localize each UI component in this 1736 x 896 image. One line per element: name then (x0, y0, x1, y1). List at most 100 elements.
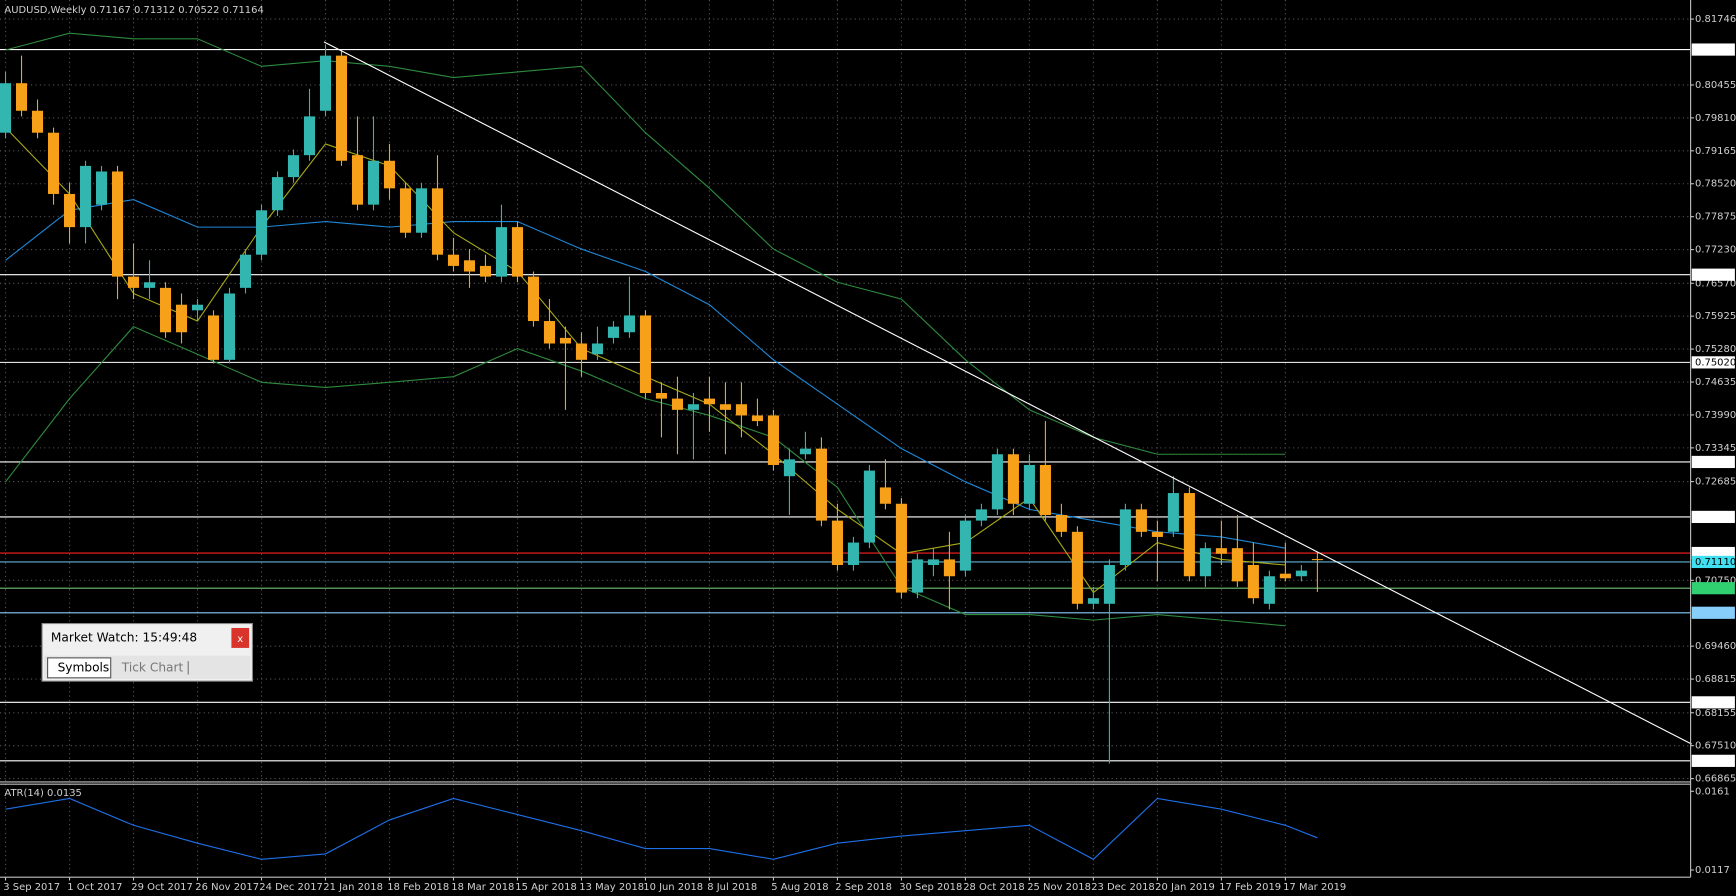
y-tick-label: 0.74635 (1695, 377, 1736, 388)
candle-body (975, 509, 987, 521)
candle-body (255, 210, 268, 255)
candle-body (575, 343, 588, 360)
close-button-label[interactable]: x (237, 634, 243, 645)
x-tick-label: 20 Jan 2019 (1155, 882, 1215, 893)
candle-body (239, 254, 252, 288)
y-tick-label: 0.78520 (1695, 179, 1736, 190)
candle-body (175, 304, 188, 333)
price-level-label: 0.71110 (1695, 557, 1736, 568)
indicator-line (5, 325, 1286, 627)
candle-body (591, 343, 604, 355)
candle-body (719, 404, 731, 410)
tab-symbols[interactable] (47, 657, 112, 679)
y-tick-label: 0.67510 (1695, 741, 1736, 752)
y-tick-label: 0.76570 (1695, 278, 1736, 289)
candle-body (703, 398, 715, 405)
candle-body (63, 193, 76, 228)
candle-body (1199, 548, 1211, 577)
y-tick-label: 0.77875 (1695, 212, 1736, 223)
candle-body (287, 155, 300, 178)
price-level-box (1691, 696, 1735, 709)
candle-body (1039, 464, 1051, 515)
candle-body (783, 459, 795, 477)
candle-body (623, 315, 636, 333)
x-tick-label: 8 Jul 2018 (707, 882, 757, 893)
candle-body (927, 559, 939, 566)
y-tick-label: 0.69460 (1695, 641, 1736, 652)
candle-body (911, 559, 923, 593)
candle-body (1231, 548, 1243, 582)
price-level-box (1691, 510, 1735, 524)
candle-body (1151, 531, 1163, 537)
x-tick-label: 3 Sep 2017 (3, 882, 60, 893)
x-tick-label: 10 Jun 2018 (643, 882, 703, 893)
candle-body (399, 188, 412, 233)
price-level-label: 0.75020 (1695, 357, 1736, 368)
candle-body (415, 188, 428, 233)
y-tick-label: 0.73345 (1695, 443, 1736, 454)
plot (0, 32, 1693, 860)
candle-body (495, 227, 508, 277)
price-level-box (1691, 555, 1735, 569)
tab-label[interactable]: Tick Chart (121, 660, 184, 674)
y-tick-label: 0.68815 (1695, 674, 1736, 685)
y-tick-label: 0.79165 (1695, 146, 1736, 157)
price-level-box (1691, 356, 1735, 369)
candle-body (1311, 559, 1323, 561)
market-watch-title: Market Watch: 15:49:48 (51, 630, 197, 644)
candle-body (863, 470, 875, 543)
x-tick-label: 29 Oct 2017 (131, 882, 193, 893)
candle-body (1295, 570, 1307, 577)
x-tick-label: 18 Mar 2018 (451, 882, 514, 893)
candle-body (143, 282, 156, 288)
candle-body (959, 520, 971, 571)
y-tick-label: 0.75280 (1695, 344, 1736, 355)
x-tick-label: 25 Nov 2018 (1027, 882, 1091, 893)
candle-body (895, 503, 907, 593)
y2-tick-label: 0.0161 (1695, 786, 1730, 797)
x-tick-label: 28 Oct 2018 (963, 882, 1025, 893)
price-level-box (1691, 455, 1735, 469)
axis-labels: 0.81746 0.80455 0.79810 0.79165 0.78520 0.778… (3, 14, 1736, 893)
candle-body (367, 160, 380, 205)
x-tick-label: 23 Dec 2018 (1091, 882, 1155, 893)
candle-body (431, 188, 444, 255)
candle-body (1103, 565, 1115, 604)
y-tick-label: 0.79810 (1695, 113, 1736, 124)
candle-body (95, 171, 108, 205)
candle-body (751, 415, 763, 422)
close-button[interactable] (231, 627, 250, 648)
atr-line (5, 797, 1318, 860)
candle-body (815, 448, 827, 521)
candle-body (79, 165, 92, 228)
candle-body (159, 287, 172, 333)
x-tick-label: 21 Jan 2018 (323, 882, 383, 893)
price-level-box (1691, 754, 1735, 767)
candle-body (1023, 464, 1035, 504)
chart-title: AUDUSD,Weekly 0.71167 0.71312 0.70522 0.… (4, 5, 263, 16)
candle-body (463, 260, 476, 272)
candle-body (527, 276, 540, 322)
candle-body (479, 265, 492, 277)
candle-body (319, 55, 332, 111)
candle-body (1135, 509, 1147, 532)
candle-body (223, 293, 236, 360)
candle-body (1183, 493, 1195, 577)
candle-body (879, 487, 891, 504)
tab-label[interactable]: Symbols (58, 660, 110, 674)
candle-body (1279, 573, 1291, 579)
candle-body (383, 160, 396, 189)
candle-body (1007, 454, 1019, 504)
candle-body (351, 155, 364, 205)
candle-body (1247, 565, 1259, 599)
y2-tick-label: 0.0117 (1695, 865, 1730, 876)
y-tick-label: 0.80455 (1695, 80, 1736, 91)
x-tick-label: 30 Sep 2018 (899, 882, 962, 893)
price-level-box (1691, 606, 1735, 619)
candle-body (1263, 576, 1275, 604)
candle-body (543, 321, 556, 344)
price-level-box (1691, 43, 1735, 56)
candle-body (671, 398, 683, 410)
candle-body (847, 542, 859, 566)
